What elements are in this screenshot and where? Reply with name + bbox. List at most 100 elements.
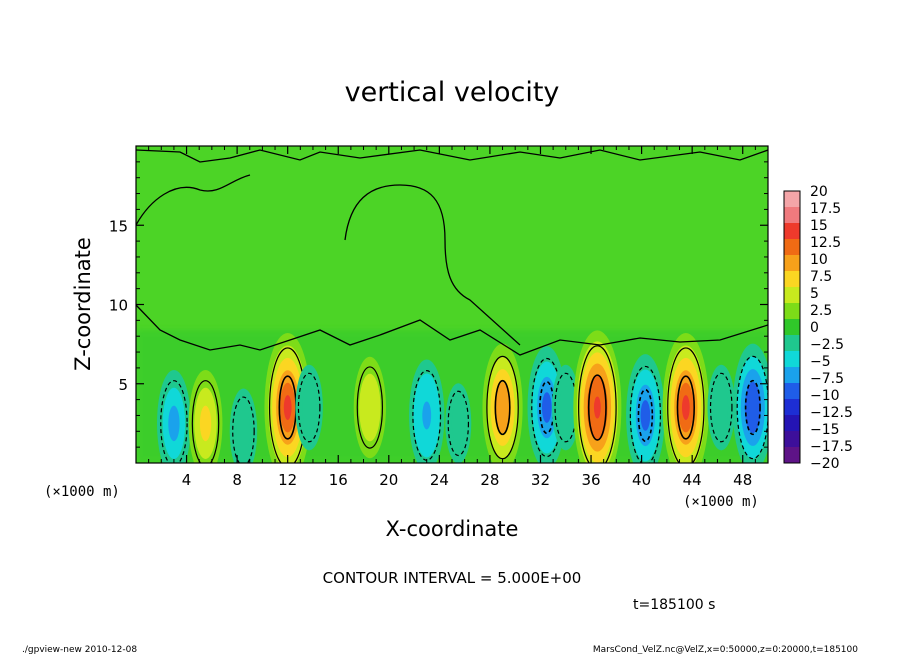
- velocity-cell-8-contour-inner: [494, 379, 511, 436]
- velocity-cell-7: [445, 383, 472, 463]
- velocity-cell-0-level-2: [168, 405, 180, 442]
- x-tick-label-36: 36: [581, 471, 600, 489]
- colorbar-label-6: 5: [810, 286, 819, 302]
- colorbar-swatch-11: [784, 367, 800, 384]
- x-tick-label-28: 28: [480, 471, 499, 489]
- colorbar-label-14: −15: [810, 422, 840, 438]
- footer-left: ./gpview-new 2010-12-08: [22, 645, 137, 654]
- velocity-cell-8-level-4: [498, 394, 507, 421]
- x-axis-unit-right: (×1000 m): [683, 494, 759, 510]
- x-tick-label-20: 20: [379, 471, 398, 489]
- velocity-cell-11-contour: [578, 345, 617, 463]
- velocity-cell-3: [264, 333, 311, 463]
- zero-contour-upper: [136, 149, 768, 163]
- colorbar-label-12: −10: [810, 388, 840, 404]
- velocity-cell-13-level-5: [681, 395, 690, 420]
- colorbar-label-1: 17.5: [810, 201, 841, 217]
- velocity-cell-11-contour-inner: [587, 374, 607, 441]
- colorbar-swatch-7: [784, 303, 800, 320]
- x-tick-label-16: 16: [329, 471, 348, 489]
- colorbar-label-8: 0: [810, 320, 819, 336]
- velocity-cell-14: [707, 364, 735, 451]
- x-axis-label: X-coordinate: [386, 517, 519, 541]
- colorbar-swatch-9: [784, 335, 800, 352]
- x-tick-label-44: 44: [683, 471, 702, 489]
- contour-interval: CONTOUR INTERVAL = 5.000E+00: [323, 569, 582, 587]
- y-axis-label: Z-coordinate: [71, 237, 95, 371]
- colorbar-swatch-13: [784, 399, 800, 416]
- colorbar-swatch-15: [784, 431, 800, 448]
- colorbar-swatch-4: [784, 255, 800, 272]
- y-tick-label-10: 10: [109, 297, 128, 315]
- chart-title: vertical velocity: [345, 77, 560, 108]
- zero-contour-lower: [136, 304, 768, 356]
- velocity-cell-8-contour: [486, 355, 519, 460]
- colorbar-swatch-6: [784, 287, 800, 304]
- velocity-cell-14-level-1: [714, 386, 729, 429]
- velocity-cell-12-contour: [629, 365, 662, 463]
- plot-area: [135, 145, 769, 464]
- colorbar-swatch-12: [784, 383, 800, 400]
- contour-lines: [136, 149, 768, 356]
- x-tick-label-4: 4: [182, 471, 192, 489]
- colorbar-swatch-10: [784, 351, 800, 368]
- velocity-cell-9-level-3: [541, 392, 552, 423]
- velocity-cell-2: [229, 388, 258, 463]
- velocity-cell-12-level-3: [640, 400, 651, 431]
- velocity-cell-10-level-1: [558, 386, 573, 429]
- velocity-cell-10: [552, 364, 580, 451]
- time-stamp: t=185100 s: [633, 597, 715, 613]
- y-tick-label-15: 15: [109, 217, 128, 235]
- velocity-cell-7-level-1: [451, 403, 465, 444]
- x-tick-label-24: 24: [430, 471, 449, 489]
- colorbar-swatch-0: [784, 191, 800, 208]
- x-tick-label-8: 8: [232, 471, 242, 489]
- velocity-cell-5-level-2: [364, 390, 376, 425]
- velocity-cell-4-level-1: [302, 386, 317, 429]
- colorbar-swatch-5: [784, 271, 800, 288]
- x-tick-label-48: 48: [733, 471, 752, 489]
- velocity-cell-5-contour: [356, 366, 384, 449]
- velocity-cell-12-contour-inner: [637, 388, 654, 442]
- colorbar-swatch-3: [784, 239, 800, 256]
- y-tick-label-5: 5: [118, 376, 128, 394]
- colorbar-label-3: 12.5: [810, 235, 841, 251]
- colorbar-label-13: −12.5: [810, 405, 853, 421]
- velocity-cell-12: [626, 354, 665, 463]
- colorbar-swatch-2: [784, 223, 800, 240]
- colorbar-swatch-8: [784, 319, 800, 336]
- x-tick-label-32: 32: [531, 471, 550, 489]
- velocity-cell-7-contour: [447, 390, 470, 457]
- colorbar-swatch-1: [784, 207, 800, 224]
- colorbar-label-7: 2.5: [810, 303, 832, 319]
- velocity-cell-4: [295, 364, 323, 451]
- velocity-cell-0: [157, 370, 191, 463]
- velocity-cell-15-contour-inner: [744, 379, 761, 436]
- velocity-cell-6-level-3: [422, 401, 432, 430]
- colorbar-label-16: −20: [810, 456, 840, 472]
- colorbar-frame: [783, 190, 801, 464]
- velocity-cell-0-contour: [160, 380, 188, 463]
- colorbar-label-9: −2.5: [810, 337, 844, 353]
- colorbar-label-5: 7.5: [810, 269, 832, 285]
- velocity-cell-11: [573, 330, 622, 463]
- zero-contour-left: [136, 174, 251, 226]
- velocity-cell-6: [409, 359, 445, 463]
- velocity-cell-5: [353, 356, 386, 459]
- colorbar-label-0: 20: [810, 184, 828, 200]
- velocity-cell-1-level-2: [199, 405, 212, 442]
- colorbar-label-15: −17.5: [810, 439, 853, 455]
- velocity-cell-2-contour: [232, 396, 255, 463]
- y-axis: 5 10 15: [109, 161, 768, 448]
- colorbar-swatch-14: [784, 415, 800, 432]
- velocity-cell-15: [732, 343, 768, 463]
- velocity-cell-15-contour: [736, 355, 768, 460]
- x-tick-label-12: 12: [278, 471, 297, 489]
- colorbar-label-4: 10: [810, 252, 828, 268]
- velocity-cell-8: [482, 343, 523, 463]
- velocity-cell-14-contour: [709, 372, 733, 443]
- velocity-cell-13: [662, 333, 710, 463]
- velocity-cell-1: [188, 370, 223, 463]
- zero-contour-dome: [344, 184, 521, 346]
